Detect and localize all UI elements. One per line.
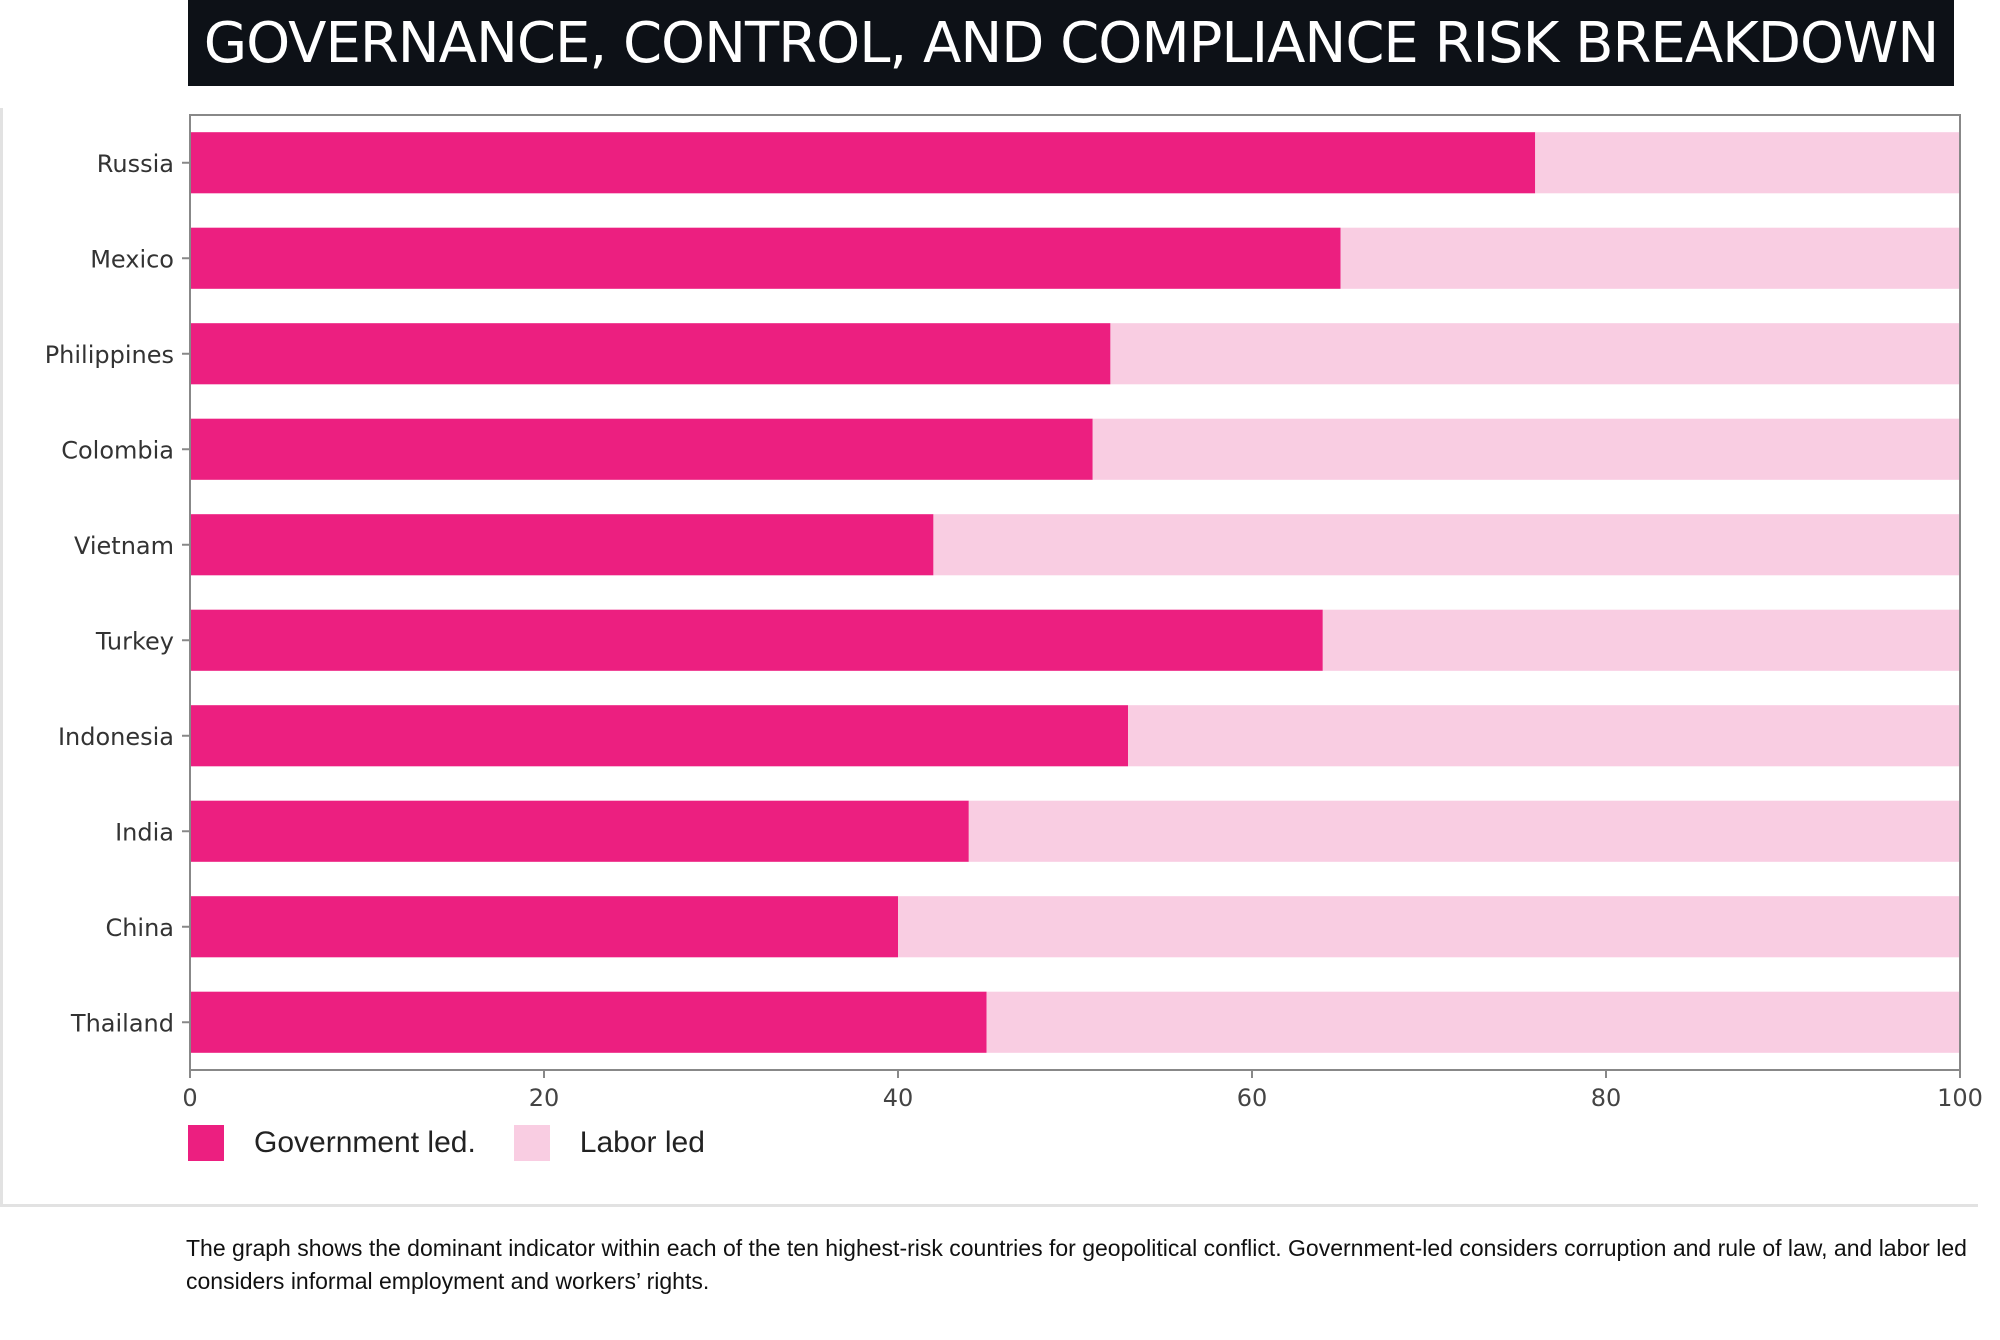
bar-labor xyxy=(986,991,1960,1053)
bar-labor xyxy=(898,896,1960,958)
bar-government xyxy=(190,323,1111,385)
chart-title: GOVERNANCE, CONTROL, AND COMPLIANCE RISK… xyxy=(188,0,1954,86)
y-tick-label: Colombia xyxy=(61,436,174,464)
bar-labor xyxy=(968,800,1960,862)
y-tick-label: Philippines xyxy=(45,341,174,369)
bar-labor xyxy=(1092,418,1960,480)
x-tick-label: 80 xyxy=(1591,1084,1622,1110)
chart-caption: The graph shows the dominant indicator w… xyxy=(186,1235,1967,1294)
y-tick-label: China xyxy=(105,914,174,942)
x-tick-label: 0 xyxy=(182,1084,197,1110)
bar-government xyxy=(190,705,1129,767)
y-tick-label: Indonesia xyxy=(58,723,174,751)
bar-government xyxy=(190,418,1093,480)
bar-government xyxy=(190,227,1341,289)
y-tick-label: Turkey xyxy=(95,627,174,655)
x-tick-label: 20 xyxy=(529,1084,560,1110)
y-tick-label: Mexico xyxy=(90,245,174,273)
bar-labor xyxy=(1322,609,1960,671)
bar-government xyxy=(190,609,1323,671)
stacked-bar-chart: Russia Mexico Philippines Colombia Vietnam Tu… xyxy=(45,114,1983,1110)
y-tick-label: Russia xyxy=(97,150,174,178)
chart-frame xyxy=(0,108,1978,1207)
x-tick-label: 60 xyxy=(1237,1084,1268,1110)
legend-label-government: Government led. xyxy=(254,1126,476,1159)
bar-labor xyxy=(1110,323,1960,385)
plot-border xyxy=(189,114,1961,1071)
bar-labor xyxy=(1128,705,1960,767)
y-tick-label: India xyxy=(115,818,174,846)
legend-swatch-labor xyxy=(513,1125,550,1161)
bar-government xyxy=(190,800,969,862)
bar-government xyxy=(190,896,898,958)
y-tick-label: Thailand xyxy=(70,1009,174,1037)
x-tick-label: 100 xyxy=(1937,1084,1983,1110)
bar-government xyxy=(190,991,987,1053)
y-tick-label: Vietnam xyxy=(74,532,174,560)
bar-labor xyxy=(1535,132,1960,194)
legend-label-labor: Labor led xyxy=(579,1126,705,1159)
legend-swatch-government xyxy=(188,1125,224,1161)
bar-government xyxy=(190,132,1536,194)
bar-labor xyxy=(933,514,1960,576)
bar-government xyxy=(190,514,934,576)
legend-item-government: Government led. xyxy=(188,1125,476,1161)
bar-labor xyxy=(1340,227,1960,289)
legend: Government led. Labor led xyxy=(188,1122,743,1164)
legend-item-labor: Labor led xyxy=(513,1125,705,1161)
x-tick-label: 40 xyxy=(883,1084,914,1110)
